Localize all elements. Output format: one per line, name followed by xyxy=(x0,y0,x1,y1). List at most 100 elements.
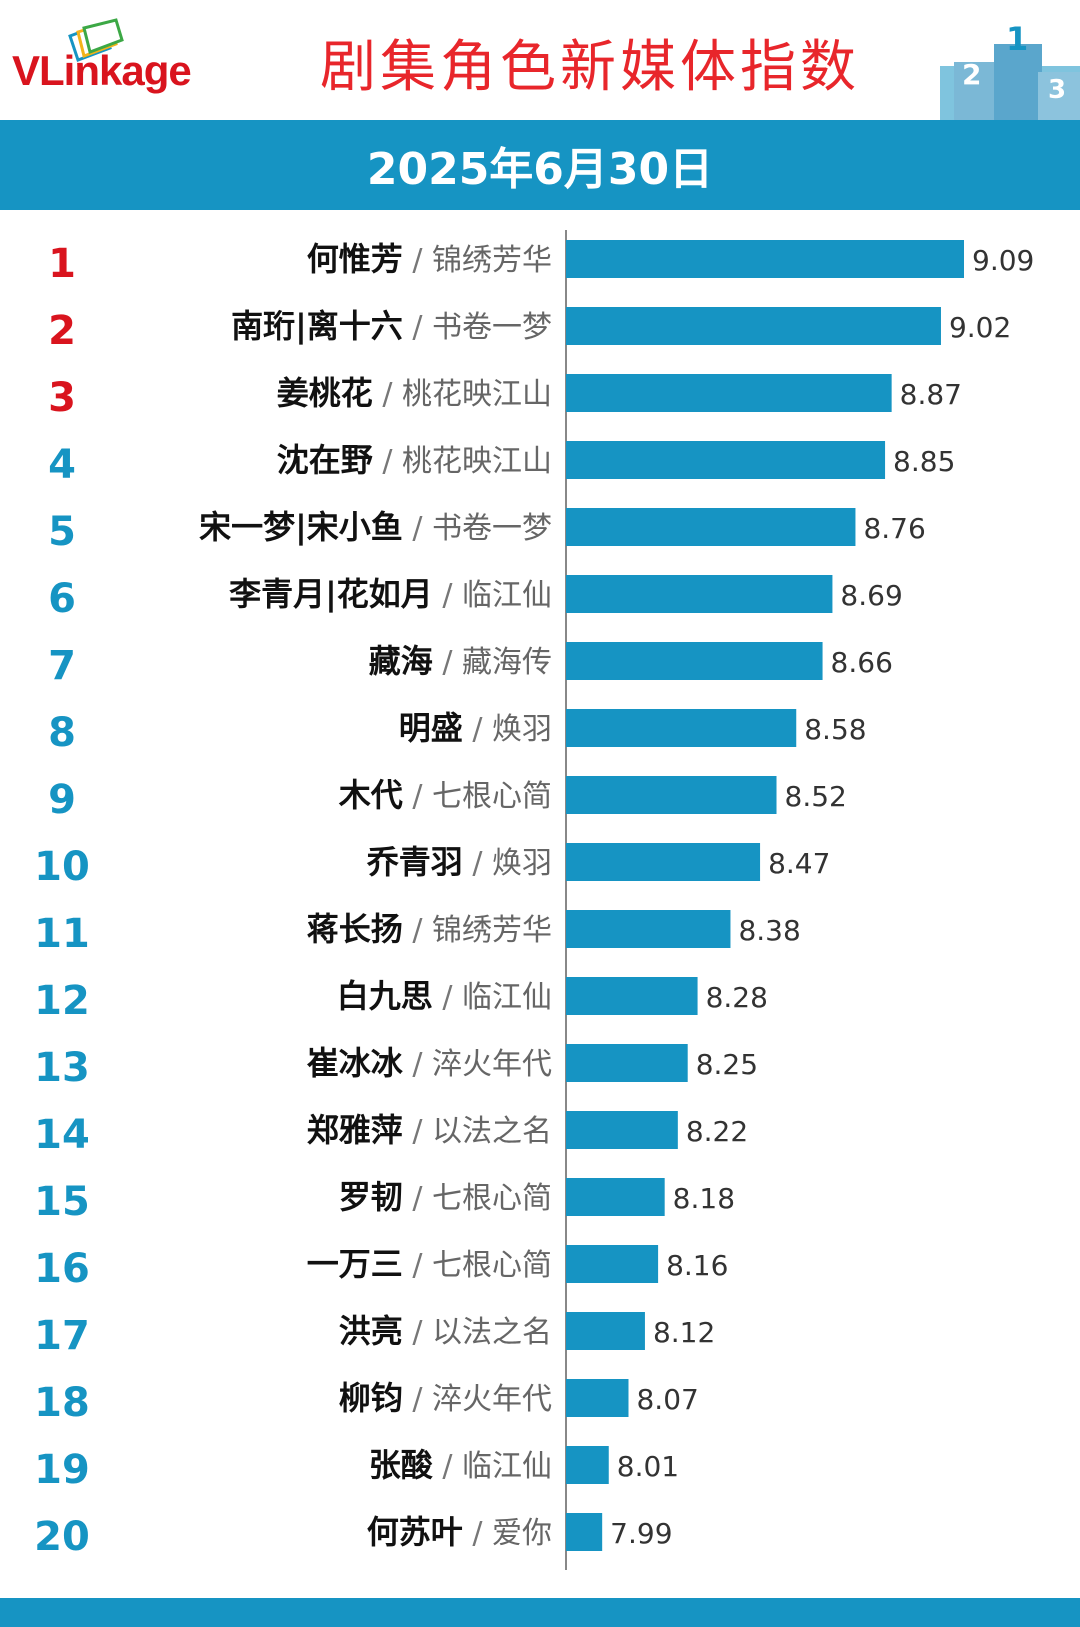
rank-number: 3 xyxy=(48,375,76,421)
role-name: 南珩|离十六 xyxy=(231,307,403,346)
category-label: 何惟芳 / 锦绣芳华 xyxy=(307,240,552,278)
label-separator: / xyxy=(403,511,432,546)
category-label: 姜桃花 / 桃花映江山 xyxy=(277,374,552,412)
category-label: 沈在野 / 桃花映江山 xyxy=(277,441,552,479)
label-separator: / xyxy=(463,712,492,747)
value-label: 8.18 xyxy=(673,1182,735,1215)
rank-number: 10 xyxy=(34,844,90,890)
bar xyxy=(566,1178,665,1216)
drama-name: 临江仙 xyxy=(462,1449,552,1484)
bar xyxy=(566,240,964,278)
role-name: 一万三 xyxy=(307,1245,403,1283)
value-label: 8.38 xyxy=(738,914,800,947)
rank-number: 19 xyxy=(34,1447,90,1493)
label-separator: / xyxy=(403,1114,432,1149)
label-separator: / xyxy=(433,1449,462,1484)
category-label: 藏海 / 藏海传 xyxy=(369,642,552,680)
role-name: 木代 xyxy=(338,776,403,814)
bar xyxy=(566,1245,659,1283)
category-label: 木代 / 七根心简 xyxy=(338,776,552,814)
vlinkage-logo: VLinkage xyxy=(12,18,242,102)
category-label: 明盛 / 焕羽 xyxy=(399,709,552,747)
role-name: 乔青羽 xyxy=(367,843,463,881)
page-title: 剧集角色新媒体指数 xyxy=(320,35,860,100)
rank-number: 20 xyxy=(34,1514,90,1560)
bar xyxy=(566,977,698,1015)
value-label: 8.58 xyxy=(804,713,866,746)
role-name: 藏海 xyxy=(369,642,433,680)
role-name: 罗韧 xyxy=(339,1178,403,1216)
rank-number: 17 xyxy=(34,1313,90,1359)
rank-number: 7 xyxy=(48,643,76,689)
drama-name: 临江仙 xyxy=(462,980,552,1015)
bar xyxy=(566,1044,688,1082)
rank-number: 12 xyxy=(34,978,90,1024)
value-label: 9.09 xyxy=(972,244,1034,277)
rank-number: 15 xyxy=(34,1179,90,1225)
report-date: 2025年6月30日 xyxy=(366,144,714,195)
bar xyxy=(566,910,731,948)
rank-number: 18 xyxy=(34,1380,90,1426)
value-label: 8.52 xyxy=(785,780,847,813)
podium-icon: 2 1 3 xyxy=(940,20,1080,120)
role-name: 何苏叶 xyxy=(367,1513,463,1551)
bar xyxy=(566,843,761,881)
drama-name: 藏海传 xyxy=(462,645,552,680)
role-name: 洪亮 xyxy=(339,1312,403,1350)
rank-number: 8 xyxy=(48,710,76,756)
label-separator: / xyxy=(463,1516,492,1551)
bar xyxy=(566,575,833,613)
value-label: 8.69 xyxy=(840,579,902,612)
label-separator: / xyxy=(403,310,432,345)
bar-chart-svg: 1 何惟芳 / 锦绣芳华 9.09 2 南珩|离十六 / 书卷一梦 9.02 3 姜桃花 / … xyxy=(34,230,1034,1570)
rank-number: 9 xyxy=(48,777,76,823)
label-separator: / xyxy=(463,846,492,881)
bar xyxy=(566,642,823,680)
role-name: 郑雅萍 xyxy=(307,1111,403,1149)
label-separator: / xyxy=(403,1315,432,1350)
role-name: 宋一梦|宋小鱼 xyxy=(199,508,403,547)
label-separator: / xyxy=(403,913,432,948)
drama-name: 七根心简 xyxy=(432,779,552,814)
drama-name: 桃花映江山 xyxy=(402,377,552,412)
drama-name: 淬火年代 xyxy=(432,1047,552,1082)
logo-text: VLinkage xyxy=(12,47,192,94)
category-label: 乔青羽 / 焕羽 xyxy=(367,843,552,881)
drama-name: 书卷一梦 xyxy=(432,511,552,546)
value-label: 8.28 xyxy=(706,981,768,1014)
value-label: 8.22 xyxy=(686,1115,748,1148)
label-separator: / xyxy=(403,1047,432,1082)
value-label: 8.47 xyxy=(768,847,830,880)
bar xyxy=(566,776,777,814)
label-separator: / xyxy=(373,377,402,412)
value-label: 9.02 xyxy=(949,311,1011,344)
rank-number: 11 xyxy=(34,911,90,957)
rank-number: 6 xyxy=(48,576,76,622)
drama-name: 桃花映江山 xyxy=(402,444,552,479)
stacked-cards-logo-icon xyxy=(68,18,124,62)
bar xyxy=(566,1446,609,1484)
category-label: 郑雅萍 / 以法之名 xyxy=(307,1111,552,1149)
label-separator: / xyxy=(433,645,462,680)
drama-name: 临江仙 xyxy=(462,578,552,613)
role-name: 明盛 xyxy=(399,709,463,747)
ranking-chart: 1 何惟芳 / 锦绣芳华 9.09 2 南珩|离十六 / 书卷一梦 9.02 3 姜桃花 / … xyxy=(0,210,1080,1590)
drama-name: 以法之名 xyxy=(432,1315,552,1350)
rank-number: 4 xyxy=(48,442,76,488)
category-label: 蒋长扬 / 锦绣芳华 xyxy=(307,910,552,948)
value-label: 8.66 xyxy=(831,646,893,679)
category-label: 张酸 / 临江仙 xyxy=(369,1446,552,1484)
date-banner: 2025年6月30日 xyxy=(0,120,1080,210)
value-label: 8.01 xyxy=(617,1450,679,1483)
drama-name: 七根心简 xyxy=(432,1181,552,1216)
bar xyxy=(566,508,856,546)
value-label: 8.76 xyxy=(863,512,925,545)
bar xyxy=(566,1312,645,1350)
label-separator: / xyxy=(373,444,402,479)
drama-name: 书卷一梦 xyxy=(432,310,552,345)
category-label: 一万三 / 七根心简 xyxy=(307,1245,552,1283)
value-label: 8.87 xyxy=(900,378,962,411)
category-label: 白九思 / 临江仙 xyxy=(337,977,552,1015)
role-name: 柳钧 xyxy=(339,1379,403,1417)
svg-text:1: 1 xyxy=(1006,20,1028,58)
